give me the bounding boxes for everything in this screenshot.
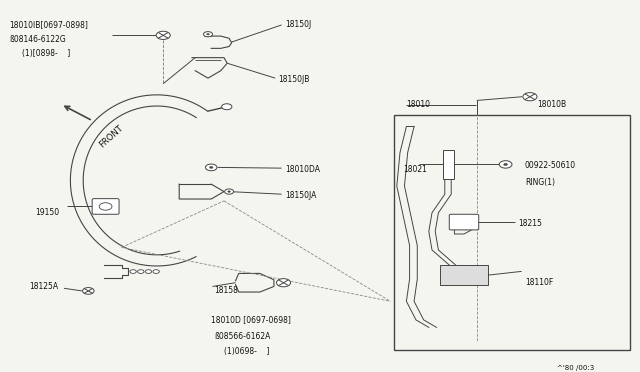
Text: ß08566-6162A: ß08566-6162A	[214, 332, 271, 341]
Circle shape	[145, 270, 152, 273]
Circle shape	[225, 189, 234, 194]
Circle shape	[99, 203, 112, 210]
Circle shape	[523, 93, 537, 101]
Text: (1)[0898-    ]: (1)[0898- ]	[22, 49, 70, 58]
Text: ^'80 /00:3: ^'80 /00:3	[557, 365, 594, 371]
Circle shape	[156, 31, 170, 39]
Bar	[443, 150, 454, 179]
Circle shape	[204, 32, 212, 37]
Text: 18215: 18215	[518, 219, 542, 228]
Text: 18150J: 18150J	[285, 20, 311, 29]
Text: 18125A: 18125A	[29, 282, 58, 291]
Bar	[440, 265, 488, 285]
Text: 00922-50610: 00922-50610	[525, 161, 576, 170]
Circle shape	[138, 270, 144, 273]
Text: 18021: 18021	[403, 165, 427, 174]
Text: 18010B: 18010B	[538, 100, 567, 109]
Text: 18150JB: 18150JB	[278, 76, 310, 84]
Circle shape	[207, 33, 209, 35]
Text: 18010: 18010	[406, 100, 430, 109]
Circle shape	[130, 270, 136, 273]
Circle shape	[221, 104, 232, 110]
Circle shape	[228, 191, 230, 192]
Circle shape	[205, 164, 217, 171]
Text: 18010DA: 18010DA	[285, 165, 320, 174]
Circle shape	[276, 279, 291, 287]
Text: RING(1): RING(1)	[525, 178, 555, 187]
Text: (1)0698-    ]: (1)0698- ]	[224, 347, 269, 356]
Text: 18010D [0697-0698]: 18010D [0697-0698]	[211, 315, 291, 324]
Bar	[394, 115, 630, 350]
Circle shape	[83, 288, 94, 294]
Text: 18010IB[0697-0898]: 18010IB[0697-0898]	[10, 20, 88, 29]
Circle shape	[153, 270, 159, 273]
Text: 18150JA: 18150JA	[285, 191, 316, 200]
Circle shape	[504, 163, 508, 166]
Text: 19150: 19150	[35, 208, 60, 217]
Text: FRONT: FRONT	[97, 124, 125, 150]
Text: ß08146-6122G: ß08146-6122G	[10, 35, 67, 44]
Text: 18110F: 18110F	[525, 278, 553, 287]
Text: 18158: 18158	[214, 286, 238, 295]
Circle shape	[499, 161, 512, 168]
FancyBboxPatch shape	[449, 214, 479, 230]
Circle shape	[209, 166, 213, 169]
FancyBboxPatch shape	[92, 199, 119, 214]
